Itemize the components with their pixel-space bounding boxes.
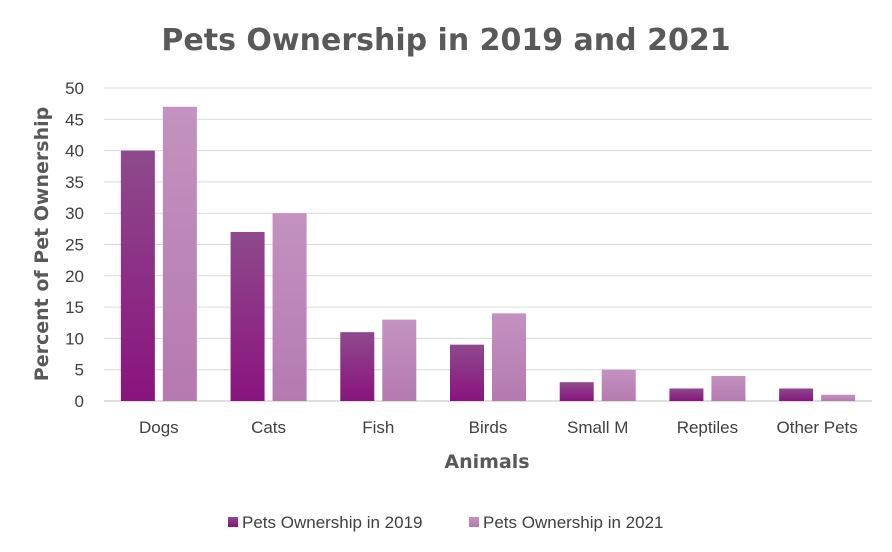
x-tick-label: Cats [251,418,286,437]
y-tick-label: 30 [65,204,84,223]
bar-2019-cats [230,231,265,401]
y-tick-label: 25 [65,236,84,255]
bar-2019-dogs [120,150,155,401]
x-tick-label: Other Pets [777,418,858,437]
gridlines [104,87,872,402]
bar-2021-birds [492,313,526,401]
bar-2019-birds [450,344,484,401]
y-tick-label: 5 [75,361,84,380]
bar-2021-cats [272,213,307,401]
x-tick-label: Reptiles [677,418,738,437]
y-axis-ticks: 0 5 10 15 20 25 30 35 40 45 50 [65,79,84,411]
y-axis-title: Percent of Pet Ownership [31,107,53,381]
bar-2021-small-m [601,369,636,401]
x-tick-label: Dogs [139,418,179,437]
bar-2019-reptiles [669,388,704,401]
x-axis-ticks: Dogs Cats Fish Birds Small M Reptiles Other Pe… [139,418,858,437]
bar-2021-other-pets [821,394,856,401]
chart-title: Pets Ownership in 2019 and 2021 [161,23,730,58]
legend-swatch-2021 [469,517,479,527]
x-tick-label: Small M [567,418,628,437]
bars [120,106,856,401]
legend-swatch-2019 [228,517,238,527]
legend-label-2021: Pets Ownership in 2021 [483,513,664,532]
bar-2019-small-m [559,382,594,401]
y-tick-label: 20 [65,267,84,286]
x-tick-label: Birds [469,418,508,437]
bar-2021-dogs [162,106,197,401]
bar-2019-other-pets [779,388,814,401]
x-axis-title: Animals [444,451,529,473]
bar-2021-fish [382,319,417,401]
y-tick-label: 15 [65,298,84,317]
y-tick-label: 40 [65,142,84,161]
x-tick-label: Fish [362,418,394,437]
y-tick-label: 50 [65,79,84,98]
legend: Pets Ownership in 2019 Pets Ownership in … [228,513,664,532]
bar-2019-fish [340,332,375,401]
y-tick-label: 45 [65,110,84,129]
y-tick-label: 35 [65,173,84,192]
legend-label-2019: Pets Ownership in 2019 [242,513,423,532]
y-tick-label: 0 [75,392,84,411]
bar-2021-reptiles [711,375,746,401]
y-tick-label: 10 [65,329,84,348]
